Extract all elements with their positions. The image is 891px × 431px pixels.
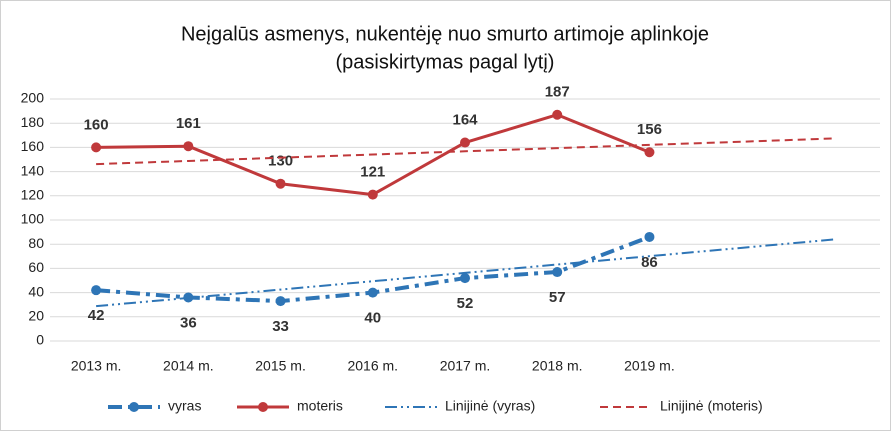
data-label: 33 (272, 318, 289, 335)
legend-label: vyras (168, 398, 201, 414)
series-line (96, 238, 834, 308)
data-point (644, 147, 655, 158)
legend-marker (129, 402, 139, 412)
y-tick-label: 0 (36, 332, 44, 348)
y-tick-label: 20 (28, 308, 44, 324)
data-point (183, 141, 194, 152)
data-point (644, 231, 655, 242)
data-point (367, 189, 378, 200)
legend-label: Linijinė (vyras) (445, 398, 535, 414)
legend-label: Linijinė (moteris) (660, 398, 763, 414)
x-tick-label: 2015 m. (255, 358, 306, 374)
data-label: 164 (452, 112, 478, 129)
data-label: 40 (364, 310, 381, 327)
data-point (552, 267, 563, 278)
data-label: 187 (545, 84, 570, 101)
data-point (275, 178, 286, 189)
y-tick-label: 140 (21, 162, 45, 178)
legend-marker (258, 402, 268, 412)
data-label: 86 (641, 254, 658, 271)
data-label: 130 (268, 153, 293, 170)
x-tick-label: 2014 m. (163, 358, 214, 374)
x-tick-label: 2018 m. (532, 358, 583, 374)
data-label: 42 (88, 307, 105, 324)
y-tick-label: 160 (21, 138, 45, 154)
data-label: 156 (637, 121, 662, 138)
y-tick-label: 180 (21, 114, 45, 130)
data-label: 57 (549, 289, 566, 306)
x-tick-label: 2016 m. (347, 358, 398, 374)
chart-title: Neįgalūs asmenys, nukentėję nuo smurto a… (181, 23, 709, 45)
y-tick-label: 60 (28, 259, 44, 275)
data-point (367, 287, 378, 298)
data-point (91, 142, 102, 153)
y-tick-label: 200 (21, 90, 45, 106)
x-tick-label: 2013 m. (71, 358, 122, 374)
series-line (96, 137, 834, 166)
data-label: 161 (176, 115, 201, 132)
legend-label: moteris (297, 398, 343, 414)
y-tick-label: 120 (21, 187, 45, 203)
data-point (91, 285, 102, 296)
data-point (460, 273, 470, 284)
x-tick-label: 2019 m. (624, 358, 675, 374)
data-label: 121 (360, 164, 385, 181)
y-tick-label: 80 (28, 235, 44, 251)
y-tick-label: 100 (21, 211, 45, 227)
data-point (275, 296, 286, 307)
data-label: 36 (180, 314, 197, 331)
x-tick-label: 2017 m. (440, 358, 491, 374)
chart-subtitle: (pasiskirtymas pagal lytį) (336, 51, 555, 73)
data-point (552, 109, 563, 120)
data-label: 52 (457, 295, 474, 312)
data-label: 160 (84, 116, 109, 133)
y-tick-label: 40 (28, 283, 44, 299)
data-point (460, 137, 470, 148)
